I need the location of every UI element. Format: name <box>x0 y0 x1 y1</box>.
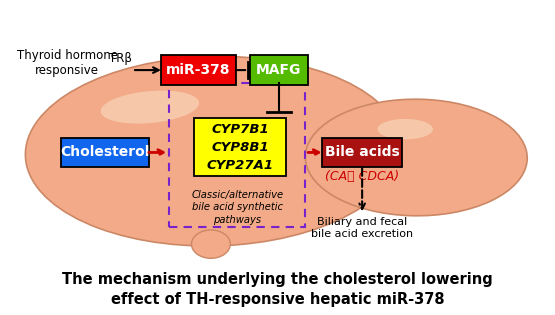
Text: Cholesterol: Cholesterol <box>60 146 150 159</box>
Text: CYP7B1
CYP8B1
CYP27A1: CYP7B1 CYP8B1 CYP27A1 <box>206 123 274 172</box>
Text: MAFG: MAFG <box>256 63 301 77</box>
Text: Thyroid hormone
responsive: Thyroid hormone responsive <box>17 49 118 77</box>
FancyBboxPatch shape <box>322 138 402 167</box>
FancyBboxPatch shape <box>161 55 236 85</box>
Text: Bile acids: Bile acids <box>325 146 400 159</box>
FancyBboxPatch shape <box>194 118 286 176</box>
Text: The mechanism underlying the cholesterol lowering
effect of TH-responsive hepati: The mechanism underlying the cholesterol… <box>62 272 493 307</box>
Text: Classic/alternative
bile acid synthetic
pathways: Classic/alternative bile acid synthetic … <box>191 190 283 225</box>
Text: Biliary and fecal
bile acid excretion: Biliary and fecal bile acid excretion <box>311 217 413 239</box>
Text: miR-378: miR-378 <box>166 63 231 77</box>
Ellipse shape <box>377 119 433 140</box>
Ellipse shape <box>305 99 527 216</box>
Text: (CA、 CDCA): (CA、 CDCA) <box>325 170 399 183</box>
Ellipse shape <box>191 230 230 258</box>
Ellipse shape <box>26 56 402 246</box>
FancyBboxPatch shape <box>250 55 308 85</box>
Text: TRβ: TRβ <box>109 52 133 65</box>
Bar <box>169 83 305 227</box>
Ellipse shape <box>100 91 199 123</box>
FancyBboxPatch shape <box>61 138 149 167</box>
